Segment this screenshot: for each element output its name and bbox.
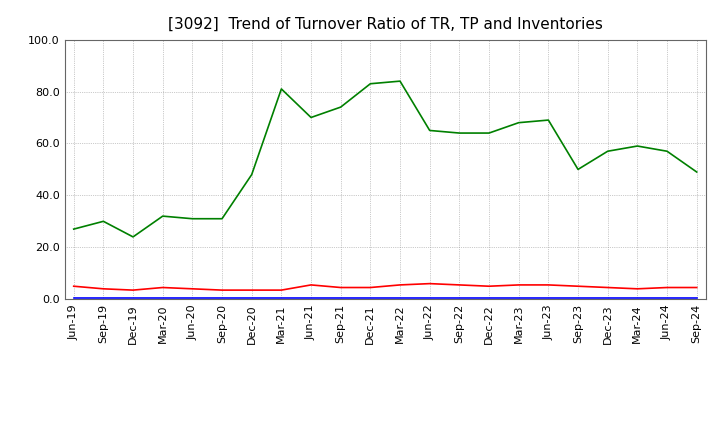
Inventories — [544, 117, 553, 123]
Trade Payables — [396, 296, 405, 301]
Trade Receivables — [396, 282, 405, 288]
Inventories — [188, 216, 197, 221]
Trade Receivables — [633, 286, 642, 291]
Line: Trade Receivables: Trade Receivables — [73, 284, 697, 290]
Trade Payables — [217, 296, 226, 301]
Trade Receivables — [544, 282, 553, 288]
Trade Payables — [662, 296, 671, 301]
Inventories — [69, 227, 78, 232]
Inventories — [248, 172, 256, 177]
Trade Receivables — [485, 284, 493, 289]
Inventories — [336, 104, 345, 110]
Trade Receivables — [336, 285, 345, 290]
Trade Receivables — [514, 282, 523, 288]
Inventories — [277, 86, 286, 92]
Trade Receivables — [69, 284, 78, 289]
Trade Payables — [158, 296, 167, 301]
Trade Receivables — [455, 282, 464, 288]
Inventories — [574, 167, 582, 172]
Trade Receivables — [426, 281, 434, 286]
Inventories — [603, 149, 612, 154]
Inventories — [514, 120, 523, 125]
Trade Payables — [426, 296, 434, 301]
Trade Payables — [366, 296, 374, 301]
Trade Receivables — [188, 286, 197, 291]
Trade Payables — [603, 296, 612, 301]
Trade Receivables — [99, 286, 108, 291]
Trade Receivables — [574, 284, 582, 289]
Trade Payables — [277, 296, 286, 301]
Inventories — [217, 216, 226, 221]
Trade Receivables — [277, 287, 286, 293]
Trade Receivables — [662, 285, 671, 290]
Inventories — [485, 130, 493, 136]
Trade Receivables — [366, 285, 374, 290]
Inventories — [129, 234, 138, 239]
Inventories — [455, 130, 464, 136]
Trade Payables — [336, 296, 345, 301]
Inventories — [307, 115, 315, 120]
Trade Payables — [455, 296, 464, 301]
Trade Receivables — [158, 285, 167, 290]
Trade Payables — [633, 296, 642, 301]
Inventories — [662, 149, 671, 154]
Trade Receivables — [693, 285, 701, 290]
Trade Payables — [514, 296, 523, 301]
Trade Payables — [188, 296, 197, 301]
Inventories — [99, 219, 108, 224]
Trade Payables — [693, 296, 701, 301]
Inventories — [366, 81, 374, 86]
Trade Payables — [544, 296, 553, 301]
Inventories — [396, 78, 405, 84]
Trade Payables — [248, 296, 256, 301]
Trade Receivables — [217, 287, 226, 293]
Inventories — [158, 213, 167, 219]
Trade Payables — [307, 296, 315, 301]
Trade Receivables — [307, 282, 315, 288]
Line: Inventories: Inventories — [73, 81, 697, 237]
Trade Receivables — [248, 287, 256, 293]
Trade Payables — [129, 296, 138, 301]
Trade Payables — [99, 296, 108, 301]
Trade Receivables — [129, 287, 138, 293]
Inventories — [633, 143, 642, 149]
Inventories — [426, 128, 434, 133]
Title: [3092]  Trend of Turnover Ratio of TR, TP and Inventories: [3092] Trend of Turnover Ratio of TR, TP… — [168, 16, 603, 32]
Trade Payables — [69, 296, 78, 301]
Trade Payables — [574, 296, 582, 301]
Trade Receivables — [603, 285, 612, 290]
Trade Payables — [485, 296, 493, 301]
Inventories — [693, 169, 701, 175]
